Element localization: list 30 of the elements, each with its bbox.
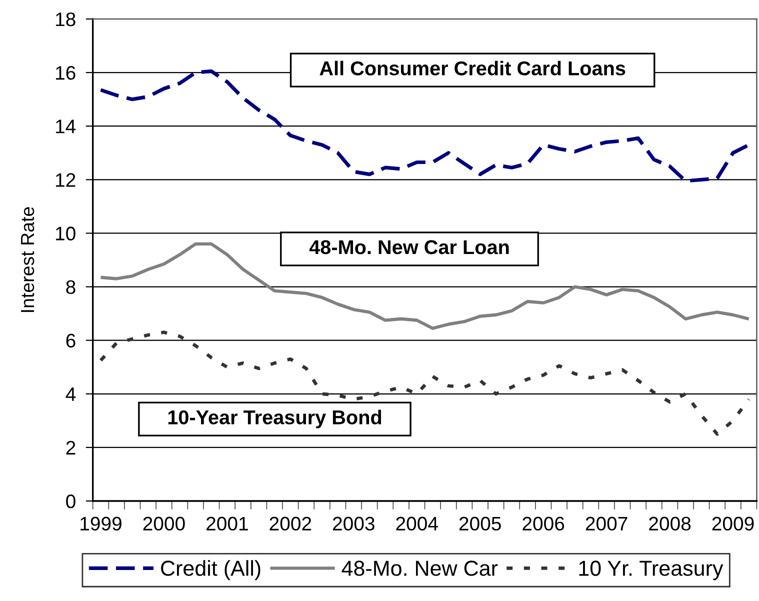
legend-label: Credit (All): [161, 560, 260, 580]
x-tick-label: 2002: [270, 516, 312, 531]
y-tick-label: 18: [56, 12, 76, 26]
y-tick-label: 10: [56, 226, 76, 240]
legend-label: 10 Yr. Treasury: [579, 560, 724, 580]
y-tick-label: 8: [66, 280, 76, 294]
x-tick-label: 2006: [522, 516, 564, 531]
x-tick-label: 2007: [586, 516, 628, 531]
y-tick-label: 16: [56, 66, 76, 80]
x-tick-label: 2005: [459, 516, 501, 531]
y-tick-label: 4: [66, 388, 76, 401]
line-series: [99, 242, 750, 330]
x-tick-label: 1999: [80, 516, 122, 531]
x-tick-label: 2009: [712, 516, 754, 531]
line-series: [99, 330, 750, 436]
annotation: All Consumer Credit Card Loans: [320, 60, 626, 76]
x-tick-label: 2004: [396, 516, 438, 531]
x-tick-label: 2003: [332, 516, 374, 531]
annotation: 10-Year Treasury Bond: [168, 410, 382, 428]
x-tick-label: 2008: [649, 516, 691, 531]
legend-label: 48-Mo. New Car: [342, 560, 498, 576]
y-tick-label: 14: [56, 120, 76, 134]
annotation: 48-Mo. New Car Loan: [309, 240, 509, 254]
y-tick-label: 12: [56, 173, 76, 187]
y-tick-label: 2: [66, 440, 76, 454]
y-axis-title: Interest Rate: [21, 207, 34, 312]
x-tick-label: 2001: [206, 516, 248, 531]
x-tick-label: 2000: [143, 516, 185, 531]
y-tick-label: 6: [66, 334, 76, 348]
y-tick-label: 0: [66, 494, 76, 508]
